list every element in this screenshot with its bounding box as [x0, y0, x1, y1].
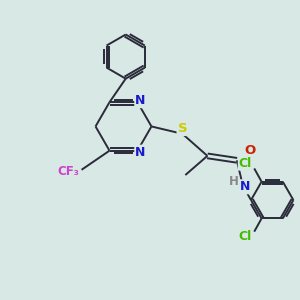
Text: N: N [240, 180, 250, 193]
Text: N: N [135, 146, 146, 159]
Text: H: H [228, 175, 238, 188]
Text: N: N [135, 94, 146, 107]
Text: Cl: Cl [239, 157, 252, 169]
Text: O: O [244, 144, 256, 158]
Text: S: S [178, 122, 187, 135]
Text: CF₃: CF₃ [57, 165, 79, 178]
Text: Cl: Cl [239, 230, 252, 244]
